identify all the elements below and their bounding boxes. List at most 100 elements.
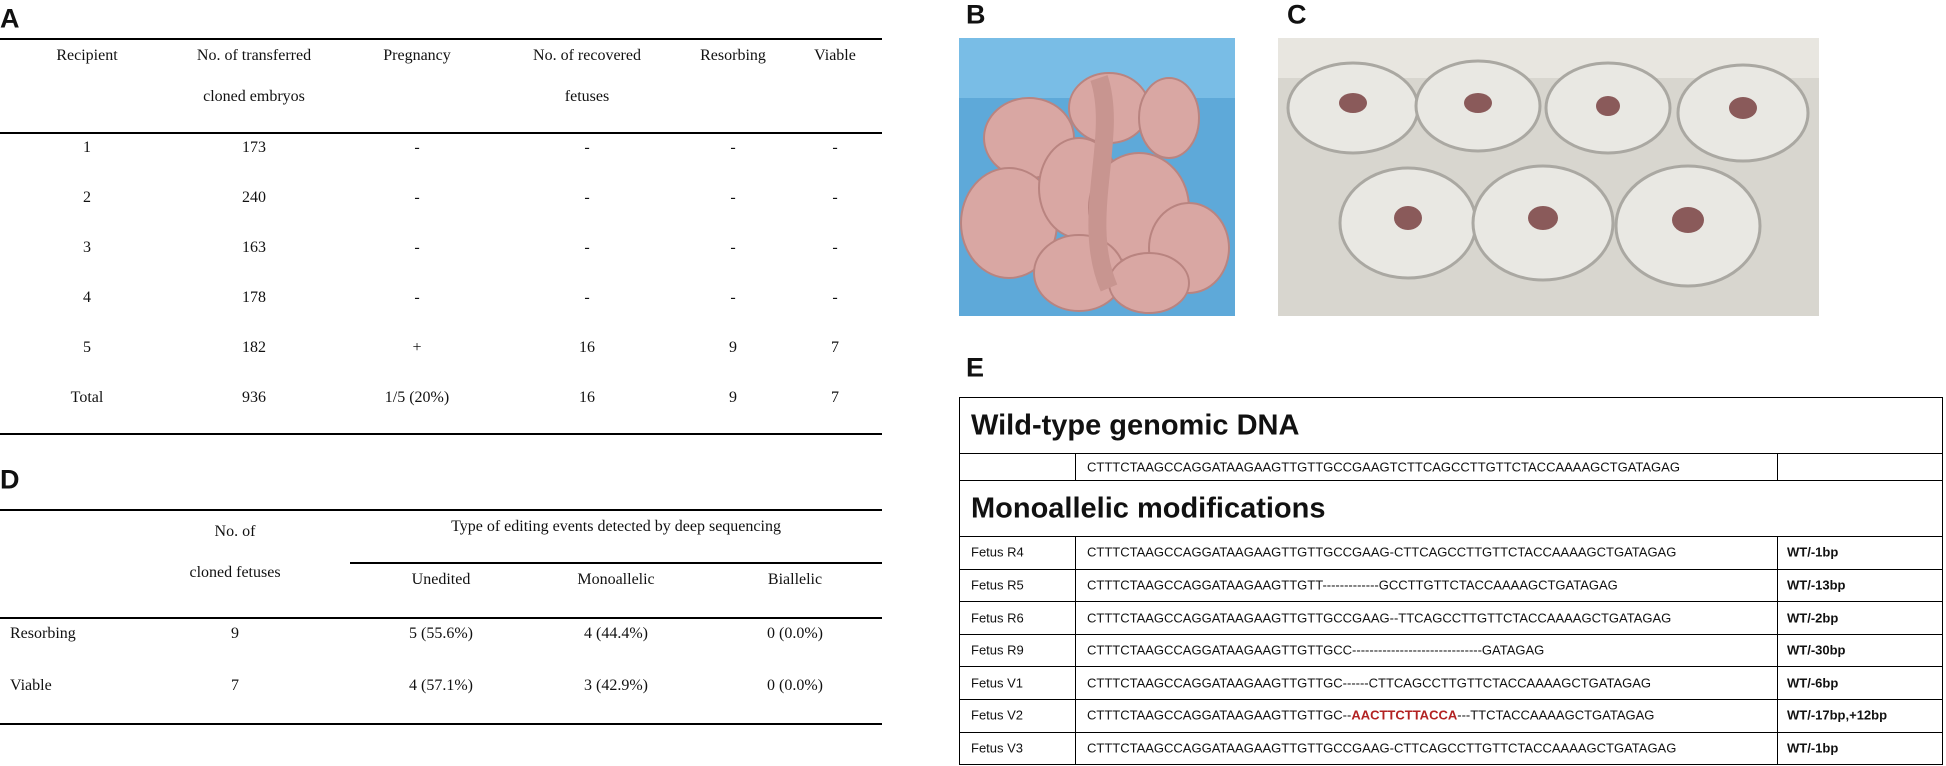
table-cell: 9 [729, 339, 737, 356]
table-cell: 16 [579, 389, 595, 406]
panel-label: E [966, 352, 985, 383]
table-cell: - [730, 289, 736, 306]
table-cell: 1 [83, 139, 91, 156]
fetus-label: Fetus R5 [971, 577, 1024, 593]
panel-label: C [1287, 0, 1307, 30]
table-cell [1777, 731, 1943, 766]
rule-line [0, 132, 882, 134]
table-cell: 0 (0.0%) [767, 677, 823, 694]
photo-fetuses [1278, 38, 1819, 316]
sequence: CTTTCTAAGCCAGGATAAGAAGTTGTTGCC----------… [1087, 644, 1544, 657]
rule-line [0, 617, 882, 619]
fetus-label: Fetus R9 [971, 642, 1024, 658]
table-cell: 163 [242, 239, 266, 256]
rule-line [0, 509, 882, 511]
column-header: fetuses [564, 88, 610, 105]
sequence: CTTTCTAAGCCAGGATAAGAAGTTGTTGCCGAAG--TTCA… [1087, 611, 1671, 624]
sequence-part: CTTTCTAAGCCAGGATAAGAAGTTGTTGCCGAAG-CTTCA… [1087, 544, 1677, 560]
table-cell: - [414, 289, 420, 306]
table-cell: 16 [579, 339, 595, 356]
genotype: WT/-13bp [1787, 577, 1846, 593]
sequence-insertion: AACTTCTTACCA [1351, 707, 1458, 723]
row-label: Resorbing [10, 625, 76, 642]
table-cell: - [584, 289, 590, 306]
table-cell: 2 [83, 189, 91, 206]
table-cell: 3 (42.9%) [584, 677, 648, 694]
sequence-part: CTTTCTAAGCCAGGATAAGAAGTTGTTGCCGAAG-CTTCA… [1087, 740, 1677, 756]
section-title: Monoallelic modifications [971, 492, 1326, 525]
column-header: Pregnancy [383, 47, 451, 64]
table-cell: 4 [83, 289, 91, 306]
table-cell: 936 [242, 389, 266, 406]
table-cell: - [730, 189, 736, 206]
table-cell: 9 [729, 389, 737, 406]
fetus-label: Fetus R4 [971, 544, 1024, 560]
rule-line [0, 433, 882, 435]
table-cell: Total [70, 389, 104, 406]
column-header: No. of recovered [533, 47, 641, 64]
table-cell: 4 (57.1%) [409, 677, 473, 694]
sequence-part: CTTTCTAAGCCAGGATAAGAAGTTGTTGCC----------… [1087, 642, 1545, 658]
row-label: Viable [10, 677, 52, 694]
table-cell: - [584, 239, 590, 256]
sequence: CTTTCTAAGCCAGGATAAGAAGTTGTTGC------CTTCA… [1087, 676, 1651, 689]
table-cell: + [412, 339, 422, 356]
column-header: cloned fetuses [189, 564, 281, 581]
column-header: Biallelic [767, 571, 823, 588]
photo-uterus [959, 38, 1235, 316]
column-header: Recipient [56, 47, 118, 64]
table-cell: - [414, 239, 420, 256]
sequence: CTTTCTAAGCCAGGATAAGAAGTTGTTGC--AACTTCTTA… [1087, 709, 1654, 722]
sequence: CTTTCTAAGCCAGGATAAGAAGTTGTTGCCGAAG-CTTCA… [1087, 546, 1676, 559]
table-cell [959, 453, 1076, 481]
table-cell: 240 [242, 189, 266, 206]
table-cell: - [832, 139, 838, 156]
column-header: Viable [814, 47, 856, 64]
table-cell: 5 [83, 339, 91, 356]
rule-line [0, 38, 882, 40]
table-cell: 1/5 (20%) [384, 389, 450, 406]
sequence: CTTTCTAAGCCAGGATAAGAAGTTGTTGCCGAAGTCTTCA… [1087, 459, 1680, 475]
column-header: Resorbing [700, 47, 766, 64]
table-cell: 0 (0.0%) [767, 625, 823, 642]
table-cell: - [414, 189, 420, 206]
genotype: WT/-1bp [1787, 544, 1839, 560]
rule-line [0, 723, 882, 725]
column-header: Monoallelic [577, 571, 655, 588]
column-header: cloned embryos [203, 88, 305, 105]
panel-label: B [966, 0, 986, 30]
genotype: WT/-1bp [1787, 740, 1839, 756]
table-cell: 178 [242, 289, 266, 306]
table-cell: - [832, 189, 838, 206]
table-cell: - [832, 289, 838, 306]
panel-label: D [0, 464, 20, 495]
panel-label: A [0, 3, 20, 34]
genotype: WT/-17bp,+12bp [1787, 707, 1888, 723]
table-cell: 9 [231, 625, 239, 642]
genotype: WT/-6bp [1787, 675, 1839, 691]
table-cell: - [584, 189, 590, 206]
group-header: Type of editing events detected by deep … [451, 518, 781, 535]
sequence-part: CTTTCTAAGCCAGGATAAGAAGTTGTTGC-- [1087, 707, 1352, 723]
table-cell: 7 [231, 677, 239, 694]
table-cell: 3 [83, 239, 91, 256]
sequence-part: ---TTCTACCAAAAGCTGATAGAG [1457, 707, 1655, 723]
table-cell: 5 (55.6%) [409, 625, 473, 642]
table-cell: - [832, 239, 838, 256]
genotype: WT/-2bp [1787, 610, 1839, 625]
genotype: WT/-30bp [1787, 642, 1846, 658]
table-cell: 4 (44.4%) [584, 625, 648, 642]
table-cell: 7 [831, 389, 839, 406]
table-cell [1777, 453, 1943, 481]
sequence: CTTTCTAAGCCAGGATAAGAAGTTGTT-------------… [1087, 578, 1618, 591]
sequence-part: CTTTCTAAGCCAGGATAAGAAGTTGTT-------------… [1087, 577, 1618, 593]
table-cell: - [584, 139, 590, 156]
table-cell: - [414, 139, 420, 156]
table-cell: 7 [831, 339, 839, 356]
table-cell: - [730, 139, 736, 156]
sequence: CTTTCTAAGCCAGGATAAGAAGTTGTTGCCGAAG-CTTCA… [1087, 741, 1676, 754]
fetus-label: Fetus R6 [971, 610, 1024, 625]
fetus-label: Fetus V2 [971, 707, 1024, 723]
table-cell: 173 [242, 139, 266, 156]
